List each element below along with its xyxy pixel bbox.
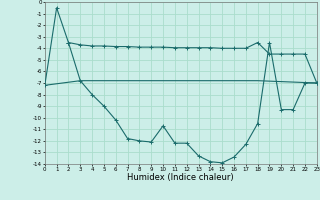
X-axis label: Humidex (Indice chaleur): Humidex (Indice chaleur)	[127, 173, 234, 182]
